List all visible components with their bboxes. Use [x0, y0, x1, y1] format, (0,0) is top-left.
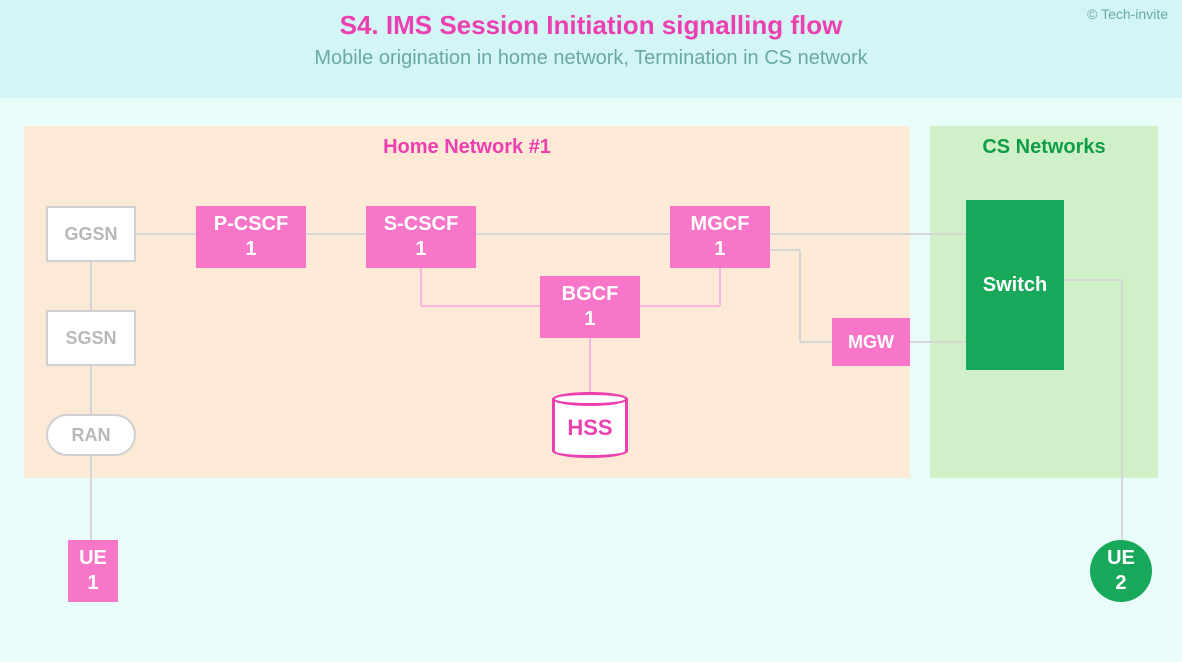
region-label-cs: CS Networks	[930, 126, 1158, 159]
node-bgcf: BGCF 1	[540, 276, 640, 338]
node-label-hss: HSS	[552, 392, 628, 458]
node-switch: Switch	[966, 200, 1064, 370]
node-mgcf: MGCF 1	[670, 206, 770, 268]
region-home: Home Network #1	[24, 126, 910, 478]
node-ggsn: GGSN	[46, 206, 136, 262]
node-mgw: MGW	[832, 318, 910, 366]
node-ue1: UE 1	[68, 540, 118, 602]
node-ran: RAN	[46, 414, 136, 456]
page-subtitle: Mobile origination in home network, Term…	[0, 47, 1182, 70]
region-label-home: Home Network #1	[24, 126, 910, 159]
node-pcscf: P-CSCF 1	[196, 206, 306, 268]
node-ue2: UE 2	[1090, 540, 1152, 602]
node-hss: HSS	[552, 392, 628, 458]
header: S4. IMS Session Initiation signalling fl…	[0, 0, 1182, 70]
node-scscf: S-CSCF 1	[366, 206, 476, 268]
page-title: S4. IMS Session Initiation signalling fl…	[0, 10, 1182, 41]
node-sgsn: SGSN	[46, 310, 136, 366]
